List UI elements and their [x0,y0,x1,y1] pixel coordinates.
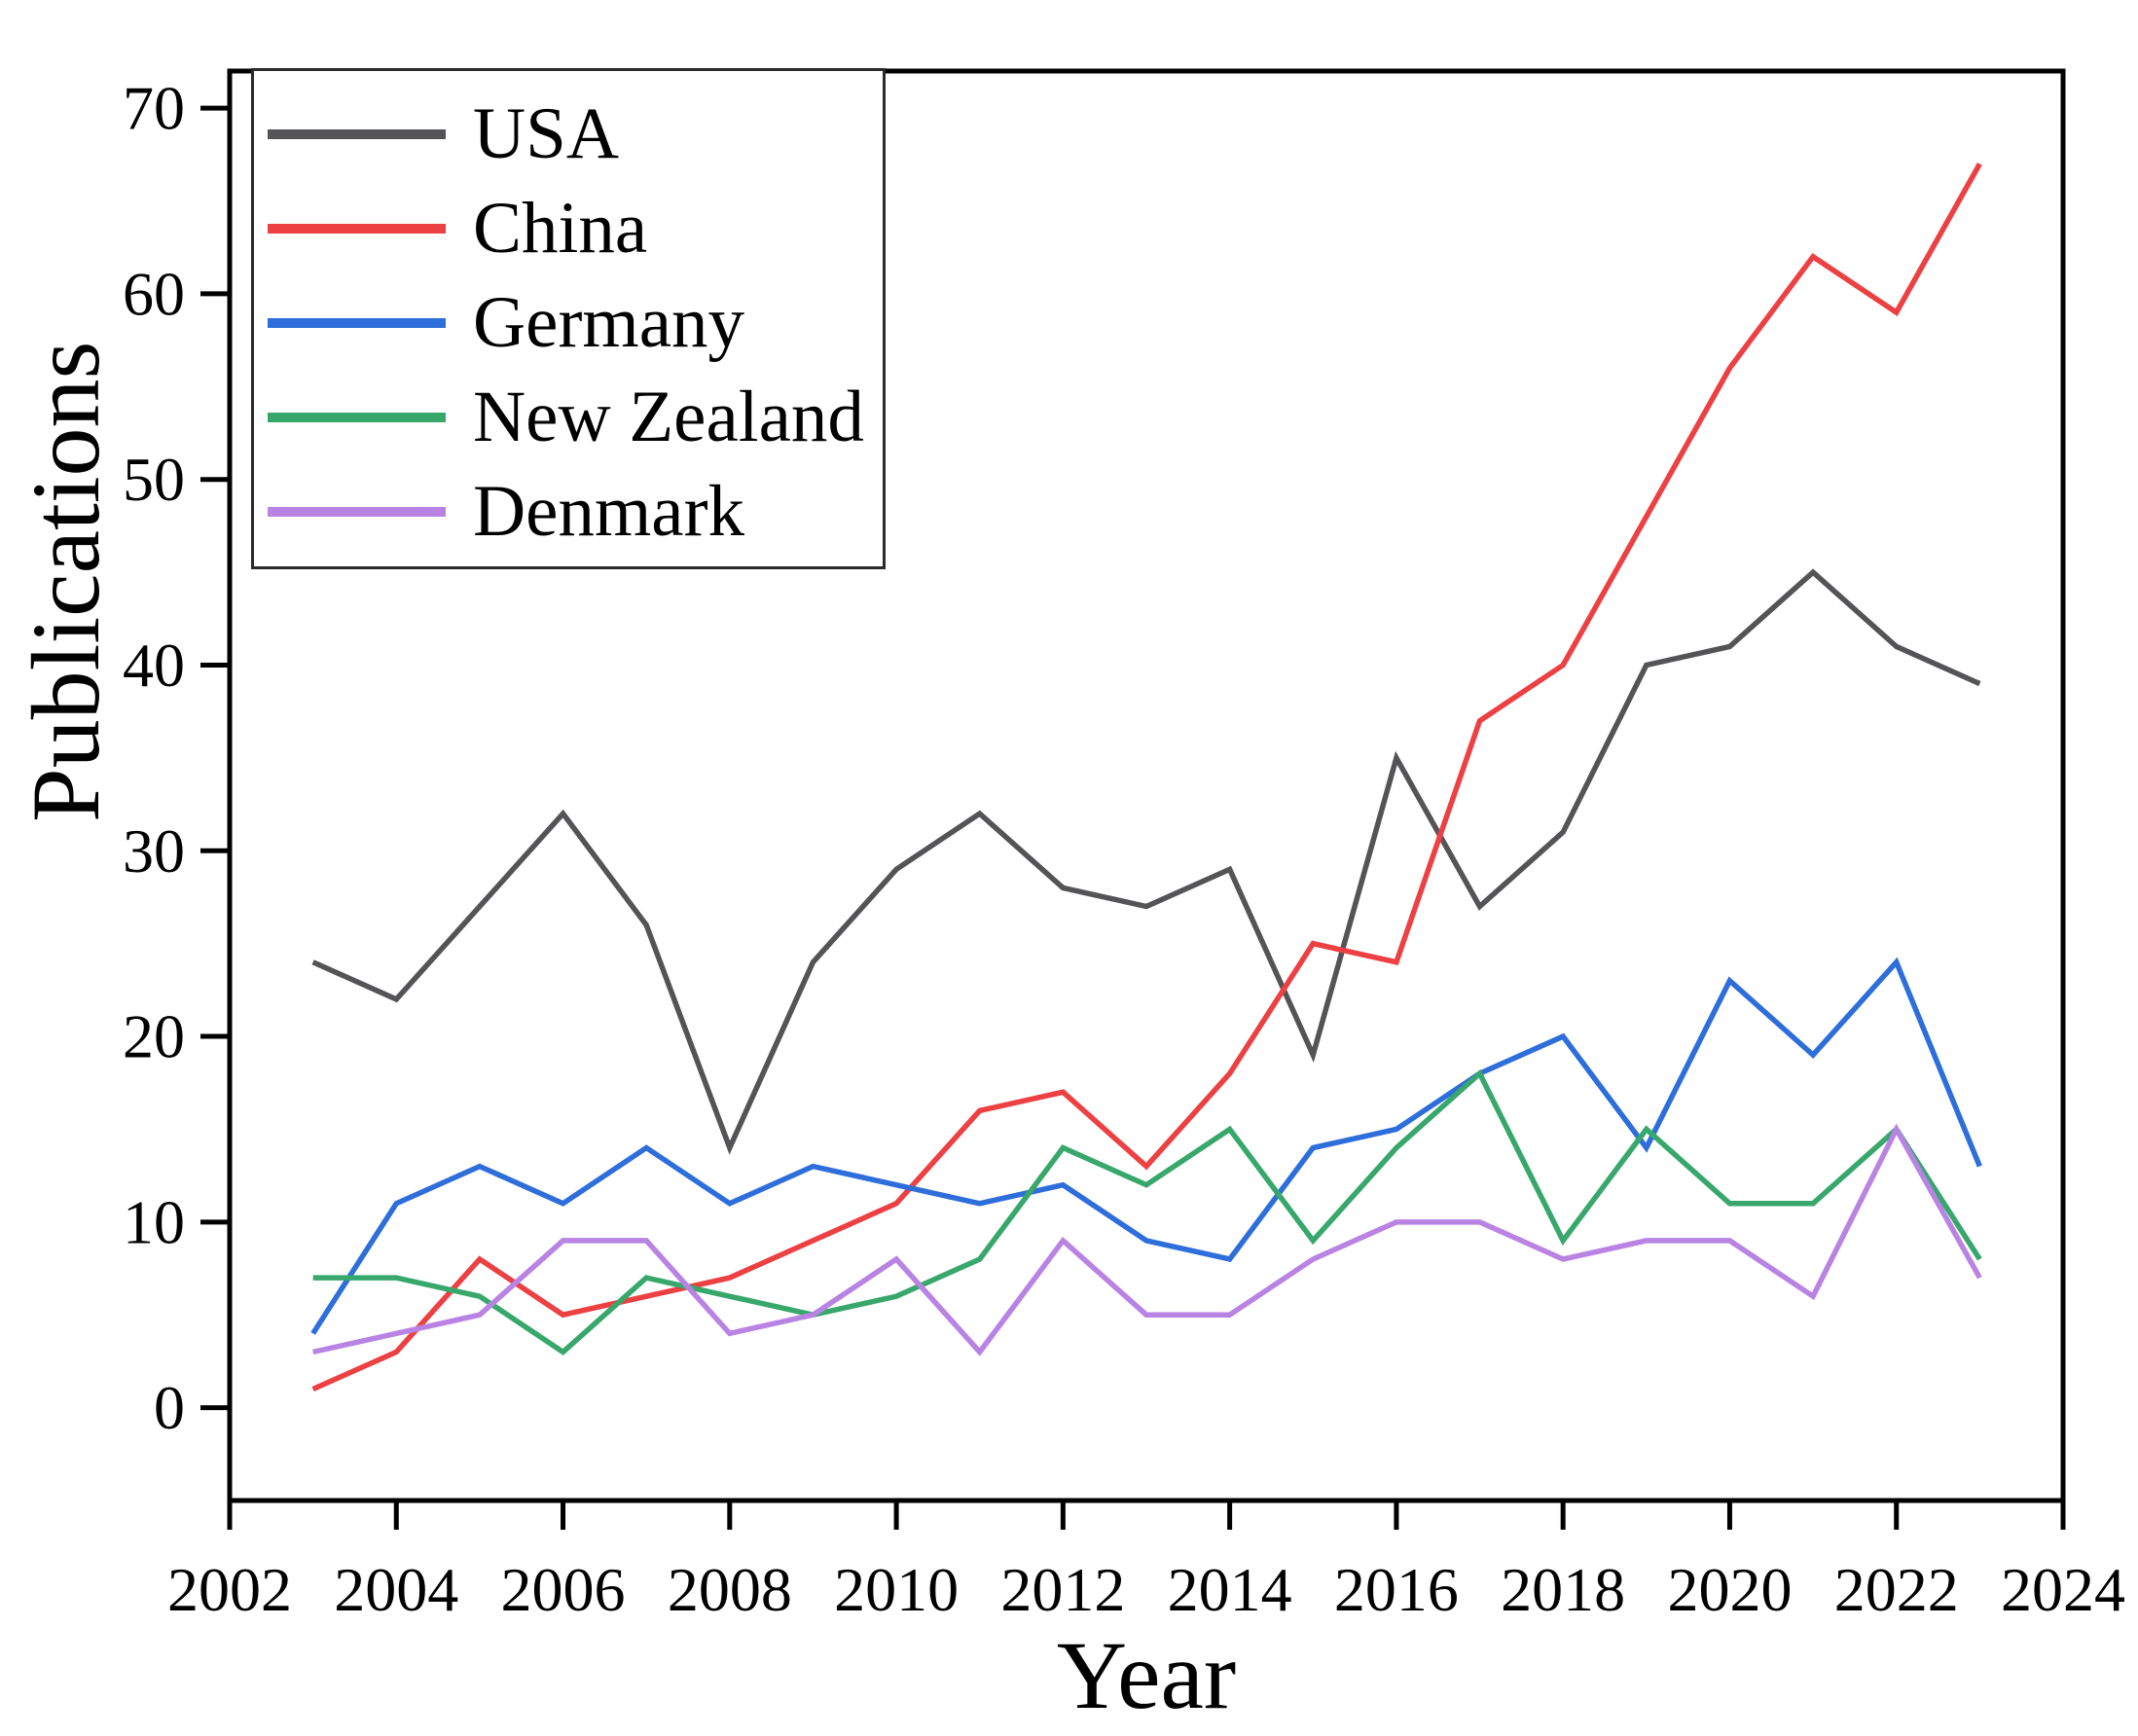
legend-item: Germany [254,275,883,370]
svg-text:30: 30 [123,816,185,886]
svg-text:60: 60 [123,259,185,328]
svg-text:20: 20 [123,1002,185,1071]
svg-text:70: 70 [123,74,185,143]
svg-text:2018: 2018 [1501,1555,1625,1624]
legend-line-swatch [268,223,446,234]
legend-line-swatch [268,128,446,139]
svg-text:2024: 2024 [2001,1555,2125,1624]
legend-item-label: New Zealand [473,377,864,457]
legend-item: China [254,181,883,275]
svg-text:2004: 2004 [334,1555,458,1624]
legend-item: USA [254,87,883,181]
svg-text:2014: 2014 [1168,1555,1292,1624]
legend-line-swatch [268,506,446,517]
svg-text:2022: 2022 [1834,1555,1959,1624]
svg-text:10: 10 [123,1187,185,1256]
svg-text:2008: 2008 [668,1555,792,1624]
svg-text:2002: 2002 [167,1555,292,1624]
svg-text:50: 50 [123,445,185,514]
svg-text:2010: 2010 [834,1555,959,1624]
svg-text:2016: 2016 [1334,1555,1459,1624]
legend-item-label: China [473,188,648,269]
x-axis-title: Year [1056,1621,1237,1729]
legend: USA China Germany New Zealand Denmark [251,68,886,569]
svg-text:2020: 2020 [1667,1555,1792,1624]
svg-text:2012: 2012 [1000,1555,1125,1624]
y-axis-title: Publications [12,341,120,822]
svg-text:0: 0 [154,1373,185,1442]
svg-text:2006: 2006 [501,1555,626,1624]
legend-line-swatch [268,412,446,422]
legend-item: New Zealand [254,370,883,464]
legend-item-label: USA [473,93,620,174]
legend-item-label: Denmark [473,471,745,552]
svg-text:40: 40 [123,631,185,700]
legend-line-swatch [268,317,446,328]
legend-item-label: Germany [473,282,745,363]
legend-item: Denmark [254,464,883,559]
